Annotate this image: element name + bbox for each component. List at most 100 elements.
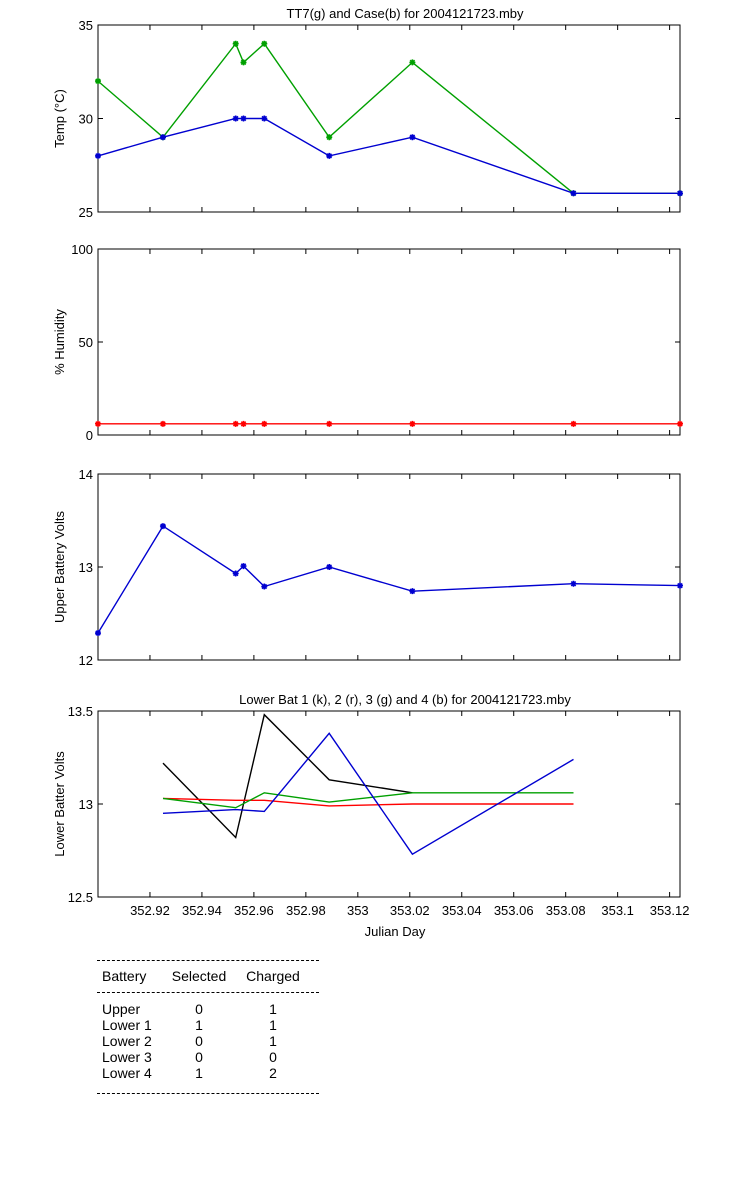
data-point [95, 78, 101, 85]
data-point [95, 630, 101, 637]
battery-selected: 0 [195, 1033, 203, 1049]
battery-selected: 1 [195, 1065, 203, 1081]
data-point [326, 420, 333, 427]
series-line [162, 713, 413, 839]
y-tick-label: 50 [79, 335, 93, 350]
data-point [240, 563, 247, 570]
data-point [232, 570, 239, 577]
battery-selected: 1 [195, 1017, 203, 1033]
series-line [162, 732, 574, 856]
data-point [261, 40, 268, 47]
data-point [326, 152, 333, 159]
data-point [240, 59, 247, 66]
series-line [97, 42, 680, 195]
y-tick-label: 14 [79, 467, 93, 482]
y-tick-label: 25 [79, 205, 93, 220]
series-0 [162, 713, 413, 839]
data-point [409, 588, 416, 595]
table-row: Upper 0 1 [97, 1001, 319, 1017]
series-line [97, 117, 680, 195]
battery-charged: 1 [269, 1033, 277, 1049]
data-point [159, 134, 166, 141]
y-tick-label: 12.5 [68, 890, 93, 905]
plot-frame [97, 473, 681, 661]
x-tick-label: 353 [347, 903, 369, 918]
data-point [95, 152, 101, 159]
table-row: Lower 1 1 1 [97, 1017, 319, 1033]
y-tick-label: 13 [79, 797, 93, 812]
data-point [159, 523, 166, 530]
x-axis: 352.92 352.94 352.96 352.98 353 353.02 353.04 3… [130, 903, 689, 939]
data-point [261, 420, 268, 427]
data-point [326, 134, 333, 141]
plot-frame [97, 248, 681, 436]
series-0 [95, 420, 683, 427]
x-axis-label: Julian Day [365, 924, 426, 939]
battery-selected: 0 [195, 1049, 203, 1065]
table-row: Lower 3 0 0 [97, 1049, 319, 1065]
series-1 [162, 797, 574, 807]
data-point [240, 115, 247, 122]
y-tick-label: 35 [79, 18, 93, 33]
data-point [232, 40, 239, 47]
data-point [570, 190, 577, 197]
battery-name: Lower 2 [102, 1033, 152, 1049]
y-tick-label: 30 [79, 112, 93, 127]
data-point [95, 420, 101, 427]
table-row: Lower 4 1 2 [97, 1065, 319, 1081]
x-tick-label: 353.04 [442, 903, 482, 918]
battery-name: Lower 1 [102, 1017, 152, 1033]
table-header-row: Battery Selected Charged [97, 968, 319, 984]
data-point [232, 420, 239, 427]
data-point [677, 582, 683, 589]
x-tick-label: 352.96 [234, 903, 274, 918]
y-axis-label: Temp (°C) [52, 89, 67, 148]
y-axis-label: Lower Batter Volts [52, 751, 67, 857]
plot-title: Lower Bat 1 (k), 2 (r), 3 (g) and 4 (b) … [239, 692, 571, 707]
data-point [261, 583, 268, 590]
series-line [97, 525, 681, 634]
x-tick-label: 353.06 [494, 903, 534, 918]
data-point [677, 420, 683, 427]
battery-charged: 1 [269, 1001, 277, 1017]
series-1 [95, 115, 683, 197]
y-axis-label: % Humidity [52, 309, 67, 375]
data-point [677, 190, 683, 197]
x-tick-label: 353.1 [601, 903, 634, 918]
data-point [261, 115, 268, 122]
battery-name: Lower 4 [102, 1065, 152, 1081]
data-point [570, 420, 577, 427]
battery-table: Battery Selected Charged Upper 0 1 Lower… [97, 960, 319, 1094]
data-point [326, 564, 333, 570]
table-body: Upper 0 1 Lower 1 1 1 Lower 2 0 1 Lower … [97, 1001, 319, 1081]
series-line [162, 797, 574, 807]
y-tick-label: 0 [86, 428, 93, 443]
chart-area: 25 30 35 Temp (°C) TT7(g) and Case(b) for 20… [52, 6, 689, 939]
plot-panel-lower: 12.5 13 13.5 Lower Batter Volts Lower Bat 1 … [52, 692, 681, 905]
y-axis-label: Upper Battery Volts [52, 511, 67, 623]
battery-name: Lower 3 [102, 1049, 152, 1065]
series-2 [162, 792, 574, 809]
data-point [159, 420, 166, 427]
plot-title: TT7(g) and Case(b) for 2004121723.mby [286, 6, 524, 21]
battery-name: Upper [102, 1001, 141, 1017]
y-tick-label: 13.5 [68, 704, 93, 719]
plot-frame [97, 24, 681, 213]
plot-panel-humidity: 0 50 100 % Humidity [52, 242, 683, 443]
header-charged: Charged [246, 968, 300, 984]
series-3 [162, 732, 574, 856]
header-battery: Battery [102, 968, 147, 984]
y-tick-label: 12 [79, 653, 93, 668]
x-tick-label: 353.12 [650, 903, 690, 918]
table-divider [97, 960, 319, 961]
x-tick-label: 353.02 [390, 903, 430, 918]
y-tick-label: 100 [71, 242, 93, 257]
data-point [232, 115, 239, 122]
data-point [409, 134, 416, 141]
data-point [409, 420, 416, 427]
table-row: Lower 2 0 1 [97, 1033, 319, 1049]
data-point [570, 580, 577, 587]
x-tick-label: 352.94 [182, 903, 222, 918]
table-divider [97, 1093, 319, 1094]
header-selected: Selected [171, 968, 227, 984]
